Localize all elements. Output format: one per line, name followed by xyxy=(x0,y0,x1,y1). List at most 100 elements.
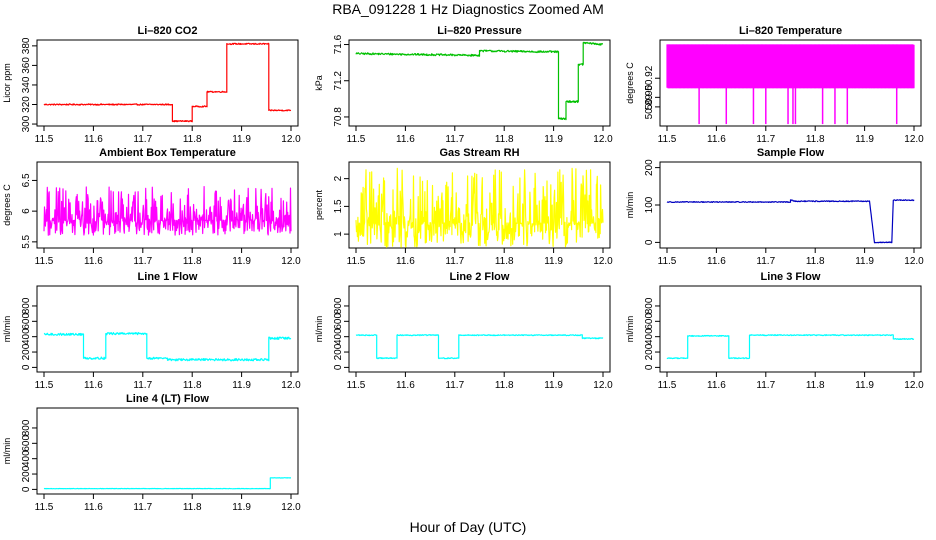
panel-7: Line 2 Flow 11.5 11.6 11.7 11.8 11.9 12.0 0 2004… xyxy=(314,271,613,391)
x-tick-label: 12.0 xyxy=(593,380,613,391)
y-tick-label: 600 xyxy=(21,313,32,330)
x-tick-label: 11.6 xyxy=(707,256,726,267)
x-tick-label: 11.6 xyxy=(396,380,415,391)
y-tick-label: 50.90 xyxy=(644,84,655,109)
y-tick-label: 340 xyxy=(21,76,32,93)
series-line xyxy=(43,477,292,490)
x-tick-label: 11.9 xyxy=(855,256,874,267)
series-line xyxy=(355,167,604,248)
y-tick-label: 380 xyxy=(21,37,32,54)
x-tick-label: 11.7 xyxy=(756,256,775,267)
y-tick-label: 300 xyxy=(21,115,32,132)
y-tick-label: 0 xyxy=(333,364,344,370)
x-tick-label: 11.9 xyxy=(232,256,251,267)
x-tick-label: 11.9 xyxy=(232,134,251,145)
x-tick-label: 11.8 xyxy=(806,256,825,267)
plot-frame xyxy=(36,407,299,495)
panel-1: Li–820 Pressure 11.5 11.6 11.7 11.8 11.9 12.0 7… xyxy=(314,25,613,145)
x-tick-label: 11.9 xyxy=(544,256,563,267)
plot-frame xyxy=(36,161,299,249)
x-tick-label: 11.5 xyxy=(658,134,677,145)
y-axis-label: percent xyxy=(314,189,324,220)
x-tick-label: 11.7 xyxy=(133,134,152,145)
y-tick-label: 200 xyxy=(644,159,655,176)
x-tick-label: 11.5 xyxy=(347,256,366,267)
y-tick-label: 200 xyxy=(333,343,344,360)
x-tick-label: 11.7 xyxy=(756,134,775,145)
panel-9: Line 4 (LT) Flow 11.5 11.6 11.7 11.8 11.9 12.0… xyxy=(2,393,301,513)
panel-title: Line 4 (LT) Flow xyxy=(126,393,209,405)
plot-frame xyxy=(36,39,299,127)
panel-title: Li–820 Pressure xyxy=(437,25,521,37)
y-tick-label: 400 xyxy=(21,450,32,467)
y-tick-label: 5.5 xyxy=(21,234,32,248)
y-tick-label: 800 xyxy=(21,419,32,436)
series-line xyxy=(43,186,292,236)
panel-8: Line 3 Flow 11.5 11.6 11.7 11.8 11.9 12.0 0 2004… xyxy=(625,271,924,391)
x-tick-label: 11.8 xyxy=(806,380,825,391)
plot-frame xyxy=(36,285,299,373)
series-line xyxy=(355,41,604,121)
x-tick-label: 11.5 xyxy=(658,380,677,391)
x-tick-label: 11.7 xyxy=(133,380,152,391)
x-tick-label: 12.0 xyxy=(281,502,301,513)
x-tick-label: 11.6 xyxy=(707,380,726,391)
y-tick-label: 70.8 xyxy=(333,107,344,127)
x-tick-label: 11.6 xyxy=(84,380,103,391)
x-tick-label: 11.5 xyxy=(35,134,54,145)
y-tick-label: 1.5 xyxy=(333,199,344,213)
x-tick-label: 11.5 xyxy=(35,502,54,513)
series-line xyxy=(43,332,292,362)
series-line xyxy=(666,334,915,360)
x-tick-label: 11.8 xyxy=(495,256,514,267)
x-tick-label: 12.0 xyxy=(281,256,301,267)
y-tick-label: 800 xyxy=(644,297,655,314)
x-tick-label: 11.5 xyxy=(347,134,366,145)
y-tick-label: 200 xyxy=(21,465,32,482)
x-tick-label: 12.0 xyxy=(593,134,613,145)
plot-frame xyxy=(348,39,611,127)
x-tick-label: 11.7 xyxy=(756,380,775,391)
plot-frame xyxy=(659,39,922,127)
y-axis-label: degrees C xyxy=(2,184,12,226)
plot-frame xyxy=(659,161,922,249)
y-tick-label: 800 xyxy=(333,297,344,314)
y-tick-label: 71.2 xyxy=(333,71,344,91)
x-tick-label: 11.8 xyxy=(183,256,202,267)
y-tick-label: 6.5 xyxy=(21,173,32,187)
x-tick-label: 11.5 xyxy=(658,256,677,267)
x-tick-label: 11.7 xyxy=(445,134,464,145)
y-tick-label: 0 xyxy=(644,239,655,245)
x-tick-label: 11.8 xyxy=(183,502,202,513)
y-axis-label: ml/min xyxy=(2,438,12,465)
y-axis-label: Licor ppm xyxy=(2,63,12,103)
panel-6: Line 1 Flow 11.5 11.6 11.7 11.8 11.9 12.0 0 2004… xyxy=(2,271,301,391)
panel-title: Gas Stream RH xyxy=(439,147,519,159)
panel-title: Ambient Box Temperature xyxy=(99,147,236,159)
panel-3: Ambient Box Temperature 11.5 11.6 11.7 11.8 1… xyxy=(2,147,301,267)
y-tick-label: 400 xyxy=(644,328,655,345)
y-tick-label: 600 xyxy=(333,313,344,330)
x-tick-label: 12.0 xyxy=(904,256,924,267)
x-tick-label: 11.5 xyxy=(347,380,366,391)
x-tick-label: 11.6 xyxy=(84,502,103,513)
x-tick-label: 12.0 xyxy=(904,134,924,145)
y-axis-label: degrees C xyxy=(625,62,635,104)
y-axis-label: ml/min xyxy=(314,316,324,343)
x-tick-label: 11.7 xyxy=(133,502,152,513)
series-line xyxy=(43,42,292,123)
y-tick-label: 200 xyxy=(21,343,32,360)
panel-title: Line 3 Flow xyxy=(761,271,821,283)
x-tick-label: 12.0 xyxy=(281,134,301,145)
y-tick-label: 400 xyxy=(333,328,344,345)
y-axis-label: ml/min xyxy=(2,316,12,343)
y-tick-label: 71.6 xyxy=(333,34,344,54)
y-tick-label: 0 xyxy=(644,364,655,370)
y-tick-label: 50.89 xyxy=(644,94,655,119)
y-tick-label: 360 xyxy=(21,57,32,74)
x-tick-label: 11.6 xyxy=(396,256,415,267)
x-tick-label: 11.9 xyxy=(855,380,874,391)
